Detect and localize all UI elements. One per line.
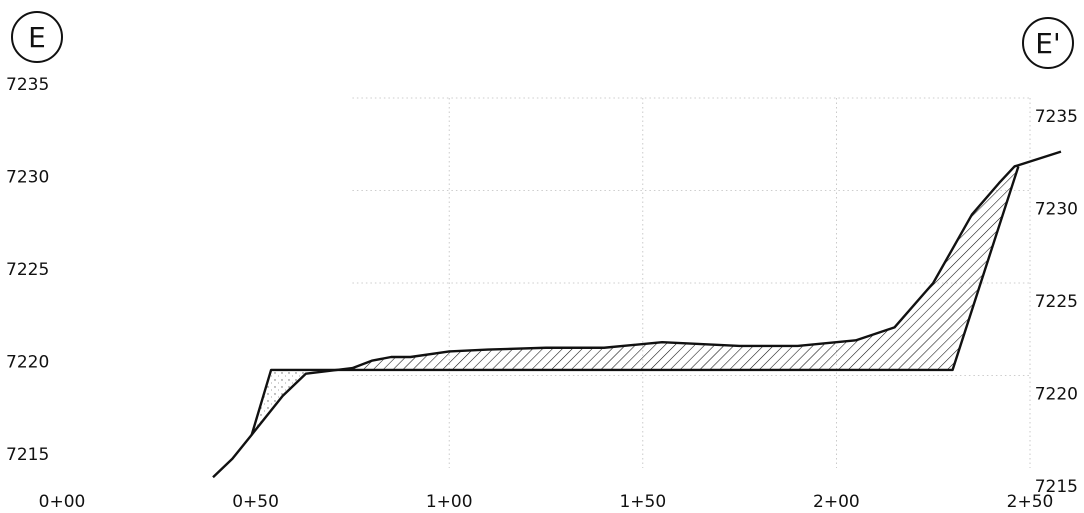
y-left-tick-label-3: 7230 (6, 168, 49, 188)
start-marker-circle (11, 11, 63, 63)
fill-area-stipple (251, 369, 334, 435)
x-tick-label-3: 1+50 (619, 492, 666, 512)
x-tick-label-5: 2+50 (1007, 492, 1054, 512)
y-right-tick-label-0: 7215 (1035, 477, 1078, 497)
y-right-tick-label-2: 7225 (1035, 292, 1078, 312)
y-right-tick-label-4: 7235 (1035, 107, 1078, 127)
x-tick-label-1: 0+50 (232, 492, 279, 512)
end-section-marker: E' (1022, 17, 1074, 69)
profile-lines (212, 150, 1062, 479)
y-left-tick-label-0: 7215 (6, 445, 49, 465)
proposed-grade-line (250, 166, 1020, 436)
end-marker-circle (1022, 17, 1074, 69)
y-right-tick-label-1: 7220 (1035, 385, 1078, 405)
cut-fill-areas (251, 165, 1019, 435)
y-left-tick-label-2: 7225 (6, 260, 49, 280)
existing-ground-line (212, 150, 1062, 479)
cut-area-hatch (333, 165, 1019, 371)
x-tick-label-2: 1+00 (426, 492, 473, 512)
axis-tick-labels: 0+00 0+50 1+00 1+50 2+00 2+507215722072257230… (6, 75, 1078, 512)
end-marker-label: E' (1035, 27, 1060, 60)
y-right-tick-label-3: 7230 (1035, 200, 1078, 220)
y-left-tick-label-4: 7235 (6, 75, 49, 95)
start-marker-label: E (28, 21, 46, 54)
y-left-tick-label-1: 7220 (6, 353, 49, 373)
grid (352, 97, 1031, 468)
start-section-marker: E (11, 11, 63, 63)
x-tick-label-4: 2+00 (813, 492, 860, 512)
x-tick-label-0: 0+00 (39, 492, 86, 512)
